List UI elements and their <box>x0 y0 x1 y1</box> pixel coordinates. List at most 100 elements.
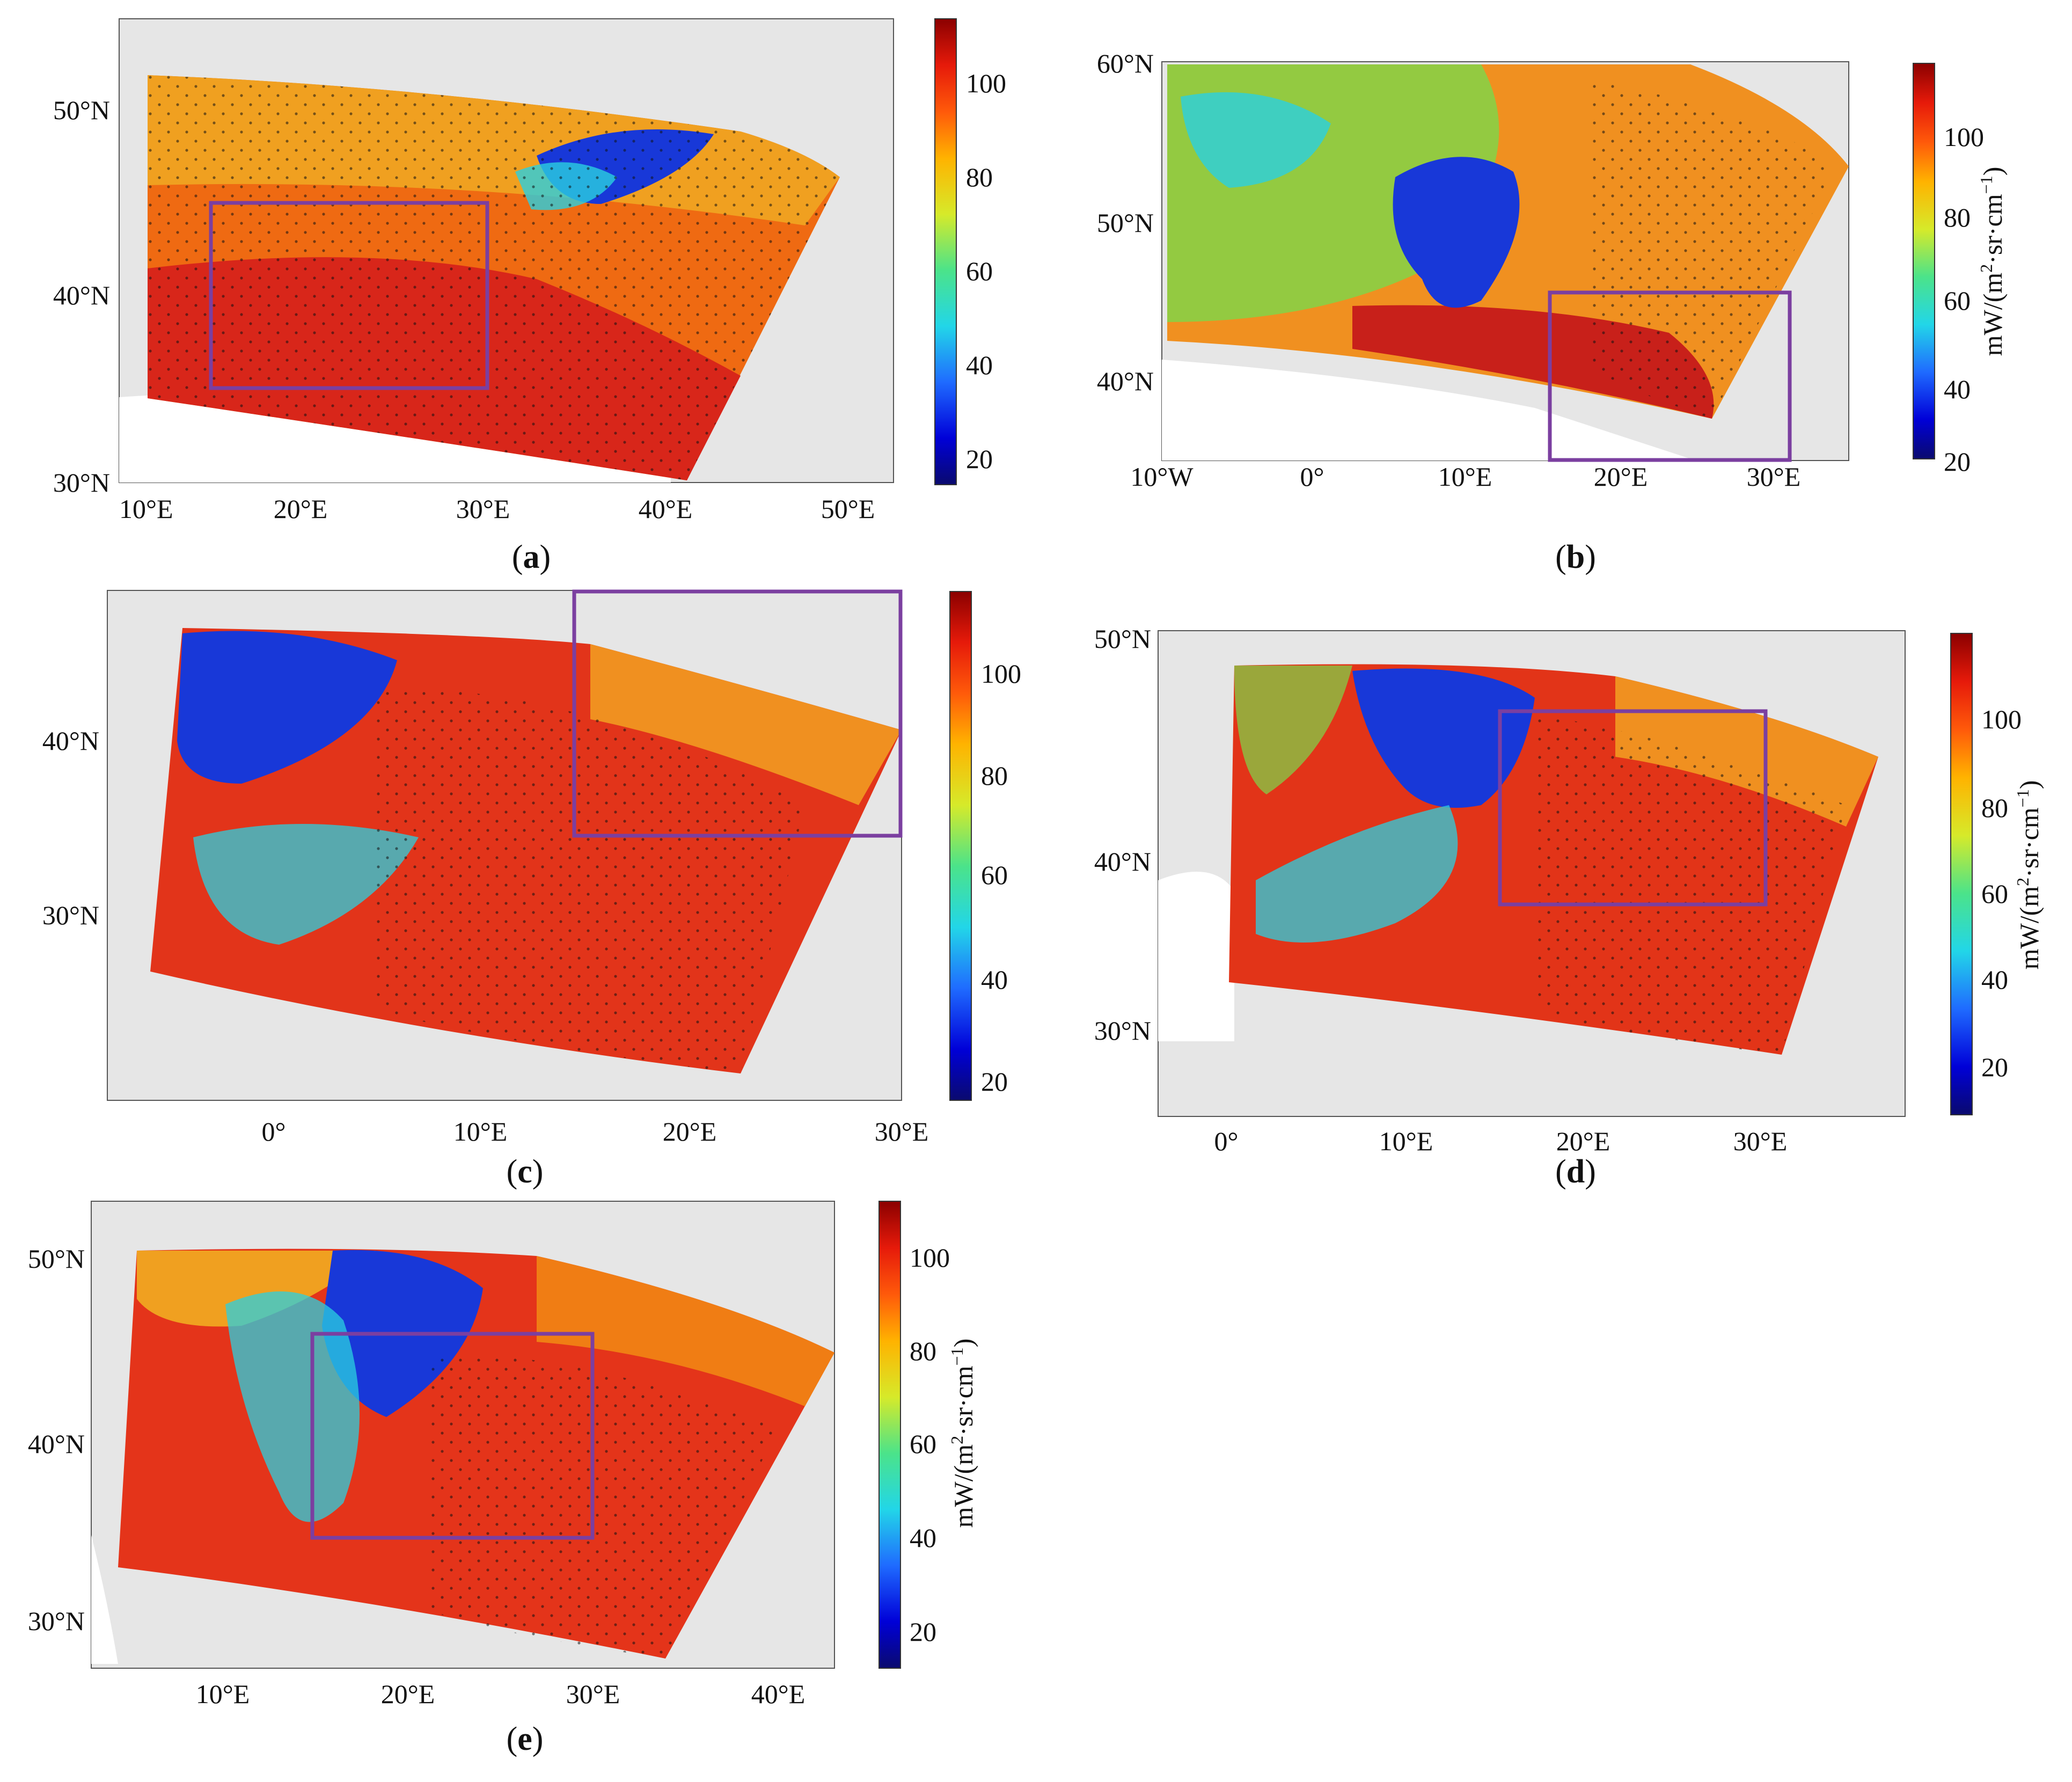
cloud-c-2 <box>193 824 419 945</box>
xtick-label: 30°E <box>1747 462 1801 492</box>
study-box-e <box>310 1332 595 1540</box>
colorbar-tick-label: 60 <box>1981 879 2008 909</box>
ytick-label: 30°N <box>1094 1016 1151 1046</box>
caption-b: (b) <box>1555 539 1596 575</box>
cloud-b-1 <box>1393 157 1520 308</box>
xtick-label: 30°E <box>566 1679 620 1709</box>
sea-a <box>119 393 671 483</box>
colorbar-c <box>949 591 972 1101</box>
colorbar-tick-label: 80 <box>966 162 993 192</box>
study-box-d <box>1498 709 1768 907</box>
xtick-label: 30°E <box>1733 1126 1788 1156</box>
colorbar-tick-label: 60 <box>981 860 1008 890</box>
xtick-label: 10°E <box>196 1679 250 1709</box>
colorbar-tick-label: 40 <box>910 1523 936 1553</box>
ytick-label: 50°N <box>53 95 110 125</box>
caption-c: (c) <box>506 1153 544 1190</box>
cloud-d-1 <box>1352 668 1535 808</box>
cloud-d-3 <box>1234 666 1352 794</box>
colorbar-b <box>1913 63 1935 459</box>
study-box-c <box>572 589 903 838</box>
xtick-label: 0° <box>262 1116 286 1146</box>
sea-e <box>91 1535 118 1664</box>
caption-e: (e) <box>506 1721 544 1757</box>
colorbar-tick-label: 80 <box>910 1336 936 1366</box>
xtick-label: 10°E <box>119 494 173 524</box>
xtick-label: 20°E <box>274 494 328 524</box>
xtick-label: 20°E <box>663 1116 717 1146</box>
dots-c <box>376 687 805 1073</box>
colorbar-tick-label: 20 <box>1944 447 1971 477</box>
xtick-label: 20°E <box>1556 1126 1610 1156</box>
swath-d-orange <box>1615 676 1878 827</box>
cbticks-b: 100 80 60 40 20 <box>1944 122 1984 477</box>
colorbar-tick-label: 80 <box>1944 202 1971 232</box>
colorbar-tick-label: 100 <box>966 68 1006 98</box>
cbticks-e: 100 80 60 40 20 <box>910 1243 950 1647</box>
yticks-a: 30°N 40°N 50°N <box>53 95 110 498</box>
xtick-label: 10°W <box>1130 462 1194 492</box>
colorbar-tick-label: 20 <box>1981 1052 2008 1082</box>
ytick-label: 40°N <box>1094 846 1151 877</box>
xtick-label: 30°E <box>456 494 510 524</box>
ytick-label: 50°N <box>28 1244 85 1274</box>
dots-d <box>1535 714 1846 1055</box>
xtick-label: 30°E <box>875 1116 929 1146</box>
dots-a <box>148 75 840 480</box>
colorbar-d <box>1950 633 1973 1115</box>
colorbar-tick-label: 20 <box>910 1617 936 1647</box>
cbticks-d: 100 80 60 40 20 <box>1981 704 2022 1082</box>
panel-e: 10°E 20°E 30°E 40°E 30°N 40°N 50°N 100 80 60 40 2… <box>0 1192 1020 1782</box>
cloud-e-2 <box>225 1291 360 1522</box>
colorbar-tick-label: 100 <box>981 659 1021 689</box>
map-c: 0° 10°E 20°E 30°E 30°N 40°N 100 80 60 40 20 <box>42 589 1021 1146</box>
xtick-label: 10°E <box>453 1116 508 1146</box>
study-box-b <box>1548 290 1792 462</box>
xtick-label: 40°E <box>639 494 693 524</box>
ytick-label: 30°N <box>53 468 110 498</box>
colorbar-tick-label: 100 <box>910 1243 950 1273</box>
xticks-d: 0° 10°E 20°E 30°E <box>1214 1126 1788 1156</box>
unit-label-e: mW/(m2·sr·cm−1) <box>947 1339 978 1528</box>
colorbar-tick-label: 80 <box>1981 793 2008 823</box>
dots-e <box>429 1353 778 1659</box>
colorbar-tick-label: 100 <box>1981 704 2022 734</box>
map-a: 10°E 20°E 30°E 40°E 50°E 30°N 40°N 50°N 100 80 6… <box>53 18 1006 524</box>
caption-a: (a) <box>511 539 551 575</box>
panel-c: 0° 10°E 20°E 30°E 30°N 40°N 100 80 60 40 20 <box>0 580 1021 1170</box>
colorbar-a <box>934 18 957 485</box>
yticks-b: 40°N 50°N 60°N <box>1097 48 1154 396</box>
xticks-c: 0° 10°E 20°E 30°E <box>262 1116 929 1146</box>
xticks-b: 10°W 0° 10°E 20°E 30°E <box>1130 462 1800 492</box>
xtick-label: 20°E <box>1594 462 1648 492</box>
panel-d: 0° 10°E 20°E 30°E 30°N 40°N 50°N 100 80 60 40 20 … <box>1052 580 2071 1170</box>
cloud-d-2 <box>1256 805 1458 943</box>
cbticks-a: 100 80 60 40 20 <box>966 68 1006 474</box>
ytick-label: 40°N <box>1097 366 1154 396</box>
ytick-label: 40°N <box>28 1429 85 1459</box>
panel-a: 10°E 20°E 30°E 40°E 50°E 30°N 40°N 50°N 100 80 6… <box>0 0 1020 590</box>
unit-label-b: mW/(m2·sr·cm−1) <box>1976 167 2008 356</box>
swath-c-orange <box>590 644 902 805</box>
yticks-c: 30°N 40°N <box>42 726 99 930</box>
ytick-label: 50°N <box>1097 208 1154 238</box>
yticks-e: 30°N 40°N 50°N <box>28 1244 85 1636</box>
xtick-label: 40°E <box>751 1679 806 1709</box>
sea-d <box>1158 872 1234 1041</box>
map-b: 10°W 0° 10°E 20°E 30°E 40°N 50°N 60°N 100 80 60 4… <box>1097 48 2008 492</box>
sea-b <box>1162 360 1696 461</box>
cloud-c-1 <box>177 631 397 784</box>
xtick-label: 0° <box>1214 1126 1239 1156</box>
map-d: 0° 10°E 20°E 30°E 30°N40°N50°N 10080604020 … <box>1094 624 2044 1156</box>
ytick-label: 50°N <box>1094 624 1151 654</box>
ytick-label: 30°N <box>28 1606 85 1636</box>
colorbar-tick-label: 60 <box>966 256 993 286</box>
xtick-label: 0° <box>1300 462 1324 492</box>
colorbar-tick-label: 100 <box>1944 122 1984 152</box>
swath-e-east <box>537 1256 834 1406</box>
dots-b <box>1588 81 1835 419</box>
cbticks-c: 100 80 60 40 20 <box>981 659 1021 1097</box>
xticks-e: 10°E 20°E 30°E 40°E <box>196 1679 806 1709</box>
xtick-label: 20°E <box>381 1679 435 1709</box>
colorbar-tick-label: 60 <box>1944 286 1971 316</box>
